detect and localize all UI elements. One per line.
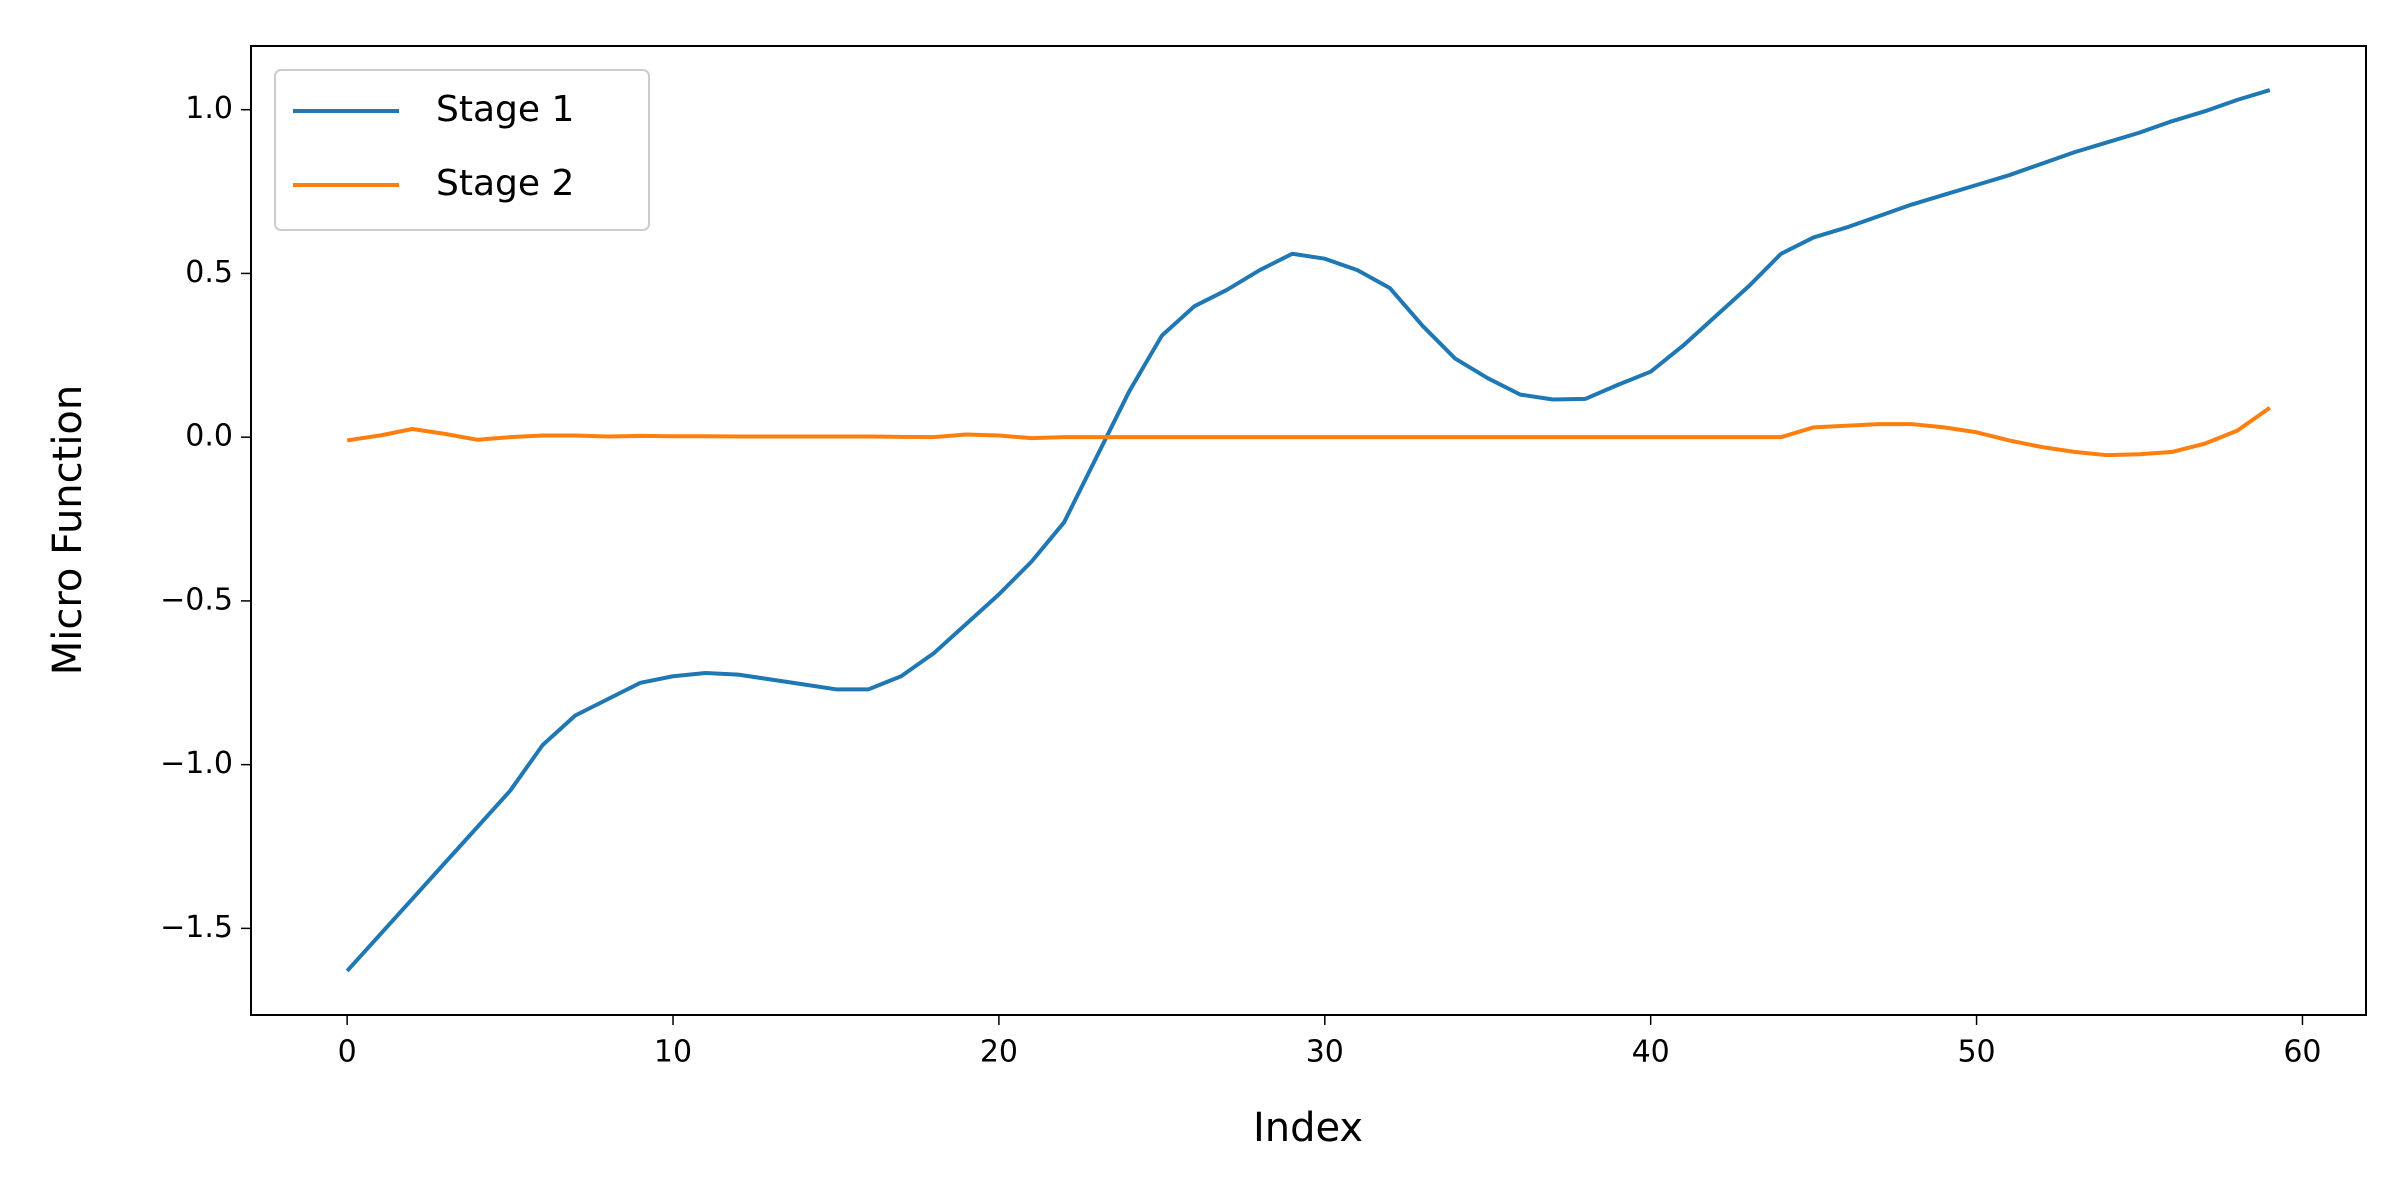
series-line <box>345 88 2271 973</box>
legend-label: Stage 2 <box>436 163 574 204</box>
x-tick-label: 30 <box>1306 1035 1344 1070</box>
x-tick-label: 40 <box>1632 1035 1670 1070</box>
y-tick-label: −0.5 <box>160 582 233 617</box>
x-tick-label: 60 <box>2283 1035 2321 1070</box>
x-tick-label: 20 <box>980 1035 1018 1070</box>
series-line <box>346 406 2272 458</box>
y-tick-label: −1.5 <box>160 910 233 945</box>
x-tick-label: 0 <box>338 1035 357 1070</box>
y-tick-label: 0.5 <box>185 255 233 290</box>
x-tick-label: 50 <box>1957 1035 1995 1070</box>
legend-label: Stage 1 <box>436 89 574 130</box>
y-tick-label: 0.0 <box>185 419 233 454</box>
plot-frame <box>250 45 2367 1016</box>
y-tick-label: −1.0 <box>160 746 233 781</box>
x-axis-label: Index <box>1253 1105 1363 1151</box>
y-tick-label: 1.0 <box>185 91 233 126</box>
x-tick-label: 10 <box>654 1035 692 1070</box>
y-axis-label: Micro Function <box>45 385 91 676</box>
